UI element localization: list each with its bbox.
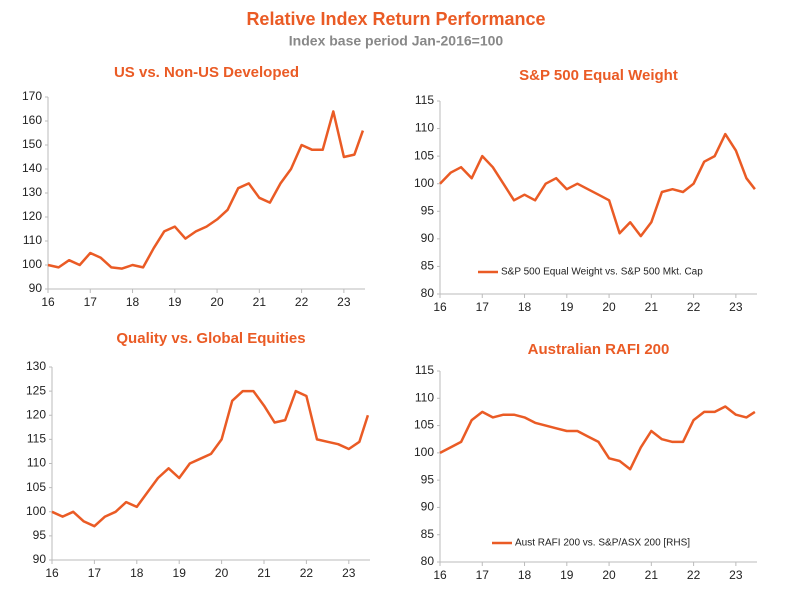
x-tick-label: 21 [253,295,267,309]
x-tick-label: 16 [41,295,55,309]
series-line [439,132,756,238]
y-tick-label: 110 [415,390,434,404]
y-tick-label: 105 [414,148,434,162]
x-tick-label: 22 [300,566,314,580]
y-tick-label: 115 [27,432,46,446]
x-tick-label: 23 [337,295,351,309]
y-tick-label: 115 [415,93,434,107]
x-tick-label: 21 [645,568,659,582]
x-tick-label: 17 [476,300,490,314]
y-tick-label: 120 [22,209,42,223]
legend-label: Aust RAFI 200 vs. S&P/ASX 200 [RHS] [515,538,690,549]
y-tick-label: 170 [22,89,42,103]
panel-title: Australian RAFI 200 [528,341,670,358]
x-tick-label: 18 [126,295,140,309]
y-tick-label: 115 [415,363,434,377]
x-tick-label: 20 [602,568,616,582]
x-tick-label: 20 [210,295,224,309]
x-tick-label: 17 [84,295,98,309]
y-tick-label: 110 [415,121,434,135]
x-tick-label: 21 [257,566,271,580]
y-tick-label: 95 [33,528,47,542]
y-tick-label: 160 [22,113,42,127]
panel-title: Quality vs. Global Equities [116,330,305,347]
y-tick-label: 80 [421,286,435,300]
y-tick-label: 95 [421,472,435,486]
y-tick-label: 95 [421,203,435,217]
x-tick-label: 23 [729,300,743,314]
y-tick-label: 100 [414,445,434,459]
x-tick-label: 19 [560,300,574,314]
x-tick-label: 19 [560,568,574,582]
y-tick-label: 125 [26,383,46,397]
x-tick-label: 18 [518,300,532,314]
x-tick-label: 22 [687,568,701,582]
series-line [47,110,365,270]
y-tick-label: 130 [22,185,42,199]
x-tick-label: 22 [295,295,309,309]
x-tick-label: 21 [645,300,659,314]
y-tick-label: 90 [33,552,47,566]
y-tick-label: 100 [414,176,434,190]
y-tick-label: 80 [421,554,435,568]
x-tick-label: 16 [433,568,447,582]
chart-subtitle: Index base period Jan-2016=100 [289,33,504,49]
y-tick-label: 130 [26,359,46,373]
y-tick-label: 140 [22,161,42,175]
x-tick-label: 20 [215,566,229,580]
y-tick-label: 85 [421,259,435,273]
y-tick-label: 105 [414,418,434,432]
y-tick-label: 110 [27,456,46,470]
legend-label: S&P 500 Equal Weight vs. S&P 500 Mkt. Ca… [501,267,703,278]
y-tick-label: 85 [421,527,435,541]
y-tick-label: 100 [26,504,46,518]
x-tick-label: 22 [687,300,701,314]
chart-title: Relative Index Return Performance [246,9,545,29]
panel-title: US vs. Non-US Developed [114,64,299,81]
y-tick-label: 90 [29,281,43,295]
series-line [51,389,370,528]
x-tick-label: 16 [45,566,59,580]
x-tick-label: 18 [518,568,532,582]
panel-title: S&P 500 Equal Weight [519,67,678,84]
y-tick-label: 100 [22,257,42,271]
y-tick-label: 90 [421,500,435,514]
x-tick-label: 23 [729,568,743,582]
x-tick-label: 23 [342,566,356,580]
y-tick-label: 90 [421,231,435,245]
x-tick-label: 16 [433,300,447,314]
series-line [439,405,756,471]
x-tick-label: 20 [602,300,616,314]
x-tick-label: 19 [168,295,182,309]
y-tick-label: 150 [22,137,42,151]
x-tick-label: 17 [476,568,490,582]
y-tick-label: 120 [26,407,46,421]
y-tick-label: 105 [26,480,46,494]
y-tick-label: 110 [23,233,42,247]
x-tick-label: 19 [173,566,187,580]
x-tick-label: 17 [88,566,102,580]
x-tick-label: 18 [130,566,144,580]
